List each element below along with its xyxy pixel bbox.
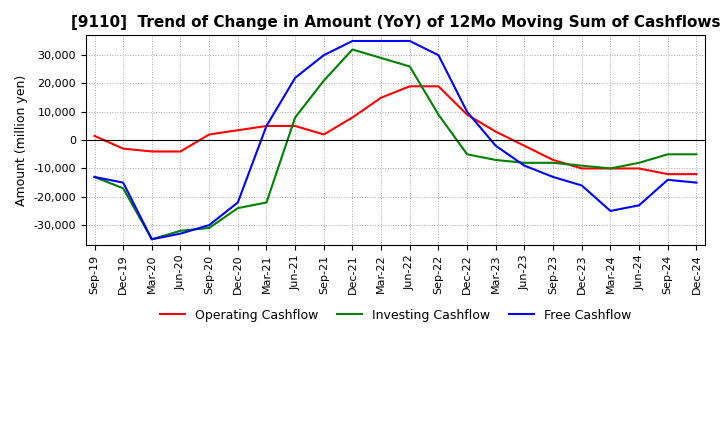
Operating Cashflow	[405, 84, 414, 89]
Operating Cashflow	[348, 115, 357, 120]
Free Cashflow	[577, 183, 586, 188]
Operating Cashflow	[262, 123, 271, 128]
Free Cashflow	[463, 109, 472, 114]
Operating Cashflow	[434, 84, 443, 89]
Free Cashflow	[663, 177, 672, 183]
Free Cashflow	[348, 38, 357, 44]
Investing Cashflow	[635, 160, 644, 165]
Free Cashflow	[204, 223, 213, 228]
Investing Cashflow	[492, 158, 500, 163]
Operating Cashflow	[520, 143, 528, 148]
Investing Cashflow	[549, 160, 557, 165]
Investing Cashflow	[663, 152, 672, 157]
Line: Operating Cashflow: Operating Cashflow	[94, 86, 696, 174]
Operating Cashflow	[204, 132, 213, 137]
Line: Free Cashflow: Free Cashflow	[94, 41, 696, 239]
Investing Cashflow	[262, 200, 271, 205]
Investing Cashflow	[233, 205, 242, 211]
Operating Cashflow	[148, 149, 156, 154]
Free Cashflow	[233, 200, 242, 205]
Investing Cashflow	[148, 237, 156, 242]
Y-axis label: Amount (million yen): Amount (million yen)	[15, 74, 28, 206]
Operating Cashflow	[291, 123, 300, 128]
Operating Cashflow	[377, 95, 385, 100]
Free Cashflow	[320, 52, 328, 58]
Free Cashflow	[90, 174, 99, 180]
Free Cashflow	[405, 38, 414, 44]
Investing Cashflow	[405, 64, 414, 69]
Operating Cashflow	[90, 133, 99, 139]
Investing Cashflow	[291, 115, 300, 120]
Free Cashflow	[291, 75, 300, 81]
Free Cashflow	[377, 38, 385, 44]
Operating Cashflow	[492, 129, 500, 134]
Investing Cashflow	[377, 55, 385, 61]
Free Cashflow	[492, 143, 500, 148]
Free Cashflow	[176, 231, 185, 236]
Investing Cashflow	[463, 152, 472, 157]
Free Cashflow	[692, 180, 701, 185]
Operating Cashflow	[549, 158, 557, 163]
Legend: Operating Cashflow, Investing Cashflow, Free Cashflow: Operating Cashflow, Investing Cashflow, …	[155, 304, 636, 327]
Operating Cashflow	[176, 149, 185, 154]
Investing Cashflow	[606, 166, 615, 171]
Operating Cashflow	[233, 128, 242, 133]
Operating Cashflow	[663, 172, 672, 177]
Investing Cashflow	[434, 112, 443, 117]
Investing Cashflow	[520, 160, 528, 165]
Investing Cashflow	[348, 47, 357, 52]
Investing Cashflow	[577, 163, 586, 168]
Free Cashflow	[635, 203, 644, 208]
Investing Cashflow	[90, 174, 99, 180]
Free Cashflow	[606, 208, 615, 213]
Operating Cashflow	[606, 166, 615, 171]
Operating Cashflow	[692, 172, 701, 177]
Operating Cashflow	[635, 166, 644, 171]
Investing Cashflow	[119, 186, 127, 191]
Free Cashflow	[148, 237, 156, 242]
Free Cashflow	[549, 174, 557, 180]
Free Cashflow	[434, 52, 443, 58]
Operating Cashflow	[320, 132, 328, 137]
Operating Cashflow	[463, 112, 472, 117]
Investing Cashflow	[204, 225, 213, 231]
Title: [9110]  Trend of Change in Amount (YoY) of 12Mo Moving Sum of Cashflows: [9110] Trend of Change in Amount (YoY) o…	[71, 15, 720, 30]
Free Cashflow	[262, 123, 271, 128]
Investing Cashflow	[692, 152, 701, 157]
Operating Cashflow	[119, 146, 127, 151]
Free Cashflow	[520, 163, 528, 168]
Operating Cashflow	[577, 166, 586, 171]
Free Cashflow	[119, 180, 127, 185]
Investing Cashflow	[176, 228, 185, 234]
Line: Investing Cashflow: Investing Cashflow	[94, 49, 696, 239]
Investing Cashflow	[320, 78, 328, 83]
